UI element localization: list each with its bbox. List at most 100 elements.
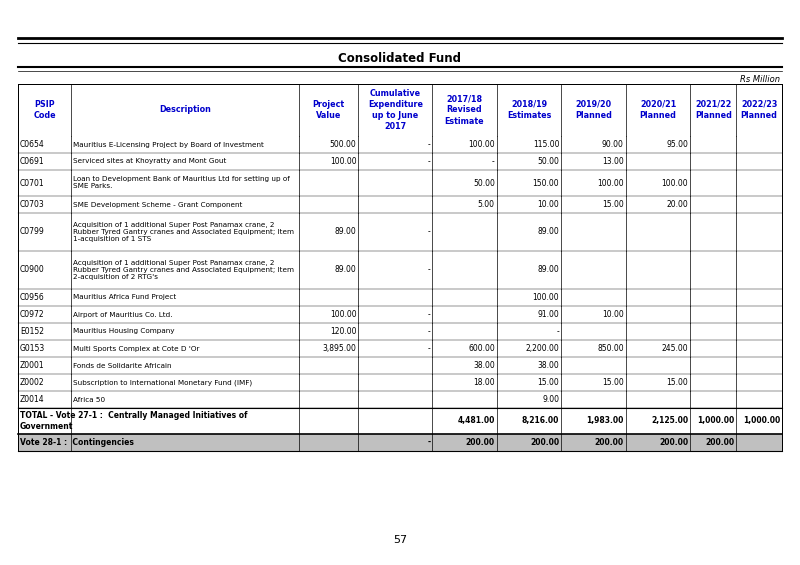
Text: 1,000.00: 1,000.00 xyxy=(742,416,780,425)
Text: 15.00: 15.00 xyxy=(666,378,688,387)
Text: 3,895.00: 3,895.00 xyxy=(322,344,357,353)
Text: 100.00: 100.00 xyxy=(468,140,494,149)
Text: Description: Description xyxy=(159,106,211,115)
Text: 100.00: 100.00 xyxy=(533,293,559,302)
Text: 91.00: 91.00 xyxy=(538,310,559,319)
Text: -: - xyxy=(557,327,559,336)
Text: 50.00: 50.00 xyxy=(473,179,494,188)
Text: 200.00: 200.00 xyxy=(659,438,688,447)
Text: Cumulative
Expenditure
up to June
2017: Cumulative Expenditure up to June 2017 xyxy=(368,89,423,131)
Text: 850.00: 850.00 xyxy=(597,344,624,353)
Text: C0701: C0701 xyxy=(20,179,45,188)
Text: TOTAL - Vote 27-1 :  Centrally Managed Initiatives of
Government: TOTAL - Vote 27-1 : Centrally Managed In… xyxy=(20,411,247,431)
Text: Mauritius Housing Company: Mauritius Housing Company xyxy=(74,328,175,334)
Bar xyxy=(18,323,782,340)
Text: C0799: C0799 xyxy=(20,228,45,237)
Text: 4,481.00: 4,481.00 xyxy=(458,416,494,425)
Text: 150.00: 150.00 xyxy=(533,179,559,188)
Text: 18.00: 18.00 xyxy=(473,378,494,387)
Text: SME Development Scheme - Grant Component: SME Development Scheme - Grant Component xyxy=(74,202,243,207)
Text: 90.00: 90.00 xyxy=(602,140,624,149)
Text: 13.00: 13.00 xyxy=(602,157,624,166)
Text: 200.00: 200.00 xyxy=(705,438,734,447)
Text: 10.00: 10.00 xyxy=(602,310,624,319)
Text: Acquisition of 1 additional Super Post Panamax crane, 2
Rubber Tyred Gantry cran: Acquisition of 1 additional Super Post P… xyxy=(74,260,294,280)
Text: -: - xyxy=(427,140,430,149)
Text: C0900: C0900 xyxy=(20,266,45,275)
Bar xyxy=(18,391,782,408)
Text: 100.00: 100.00 xyxy=(330,157,357,166)
Text: 57: 57 xyxy=(393,535,407,545)
Text: 100.00: 100.00 xyxy=(597,179,624,188)
Text: Mauritius Africa Fund Project: Mauritius Africa Fund Project xyxy=(74,294,177,301)
Bar xyxy=(18,289,782,306)
Bar xyxy=(18,153,782,170)
Text: Airport of Mauritius Co. Ltd.: Airport of Mauritius Co. Ltd. xyxy=(74,311,173,318)
Text: 50.00: 50.00 xyxy=(538,157,559,166)
Text: 2,200.00: 2,200.00 xyxy=(526,344,559,353)
Text: 89.00: 89.00 xyxy=(538,266,559,275)
Text: 2022/23
Planned: 2022/23 Planned xyxy=(741,100,778,120)
Text: 2,125.00: 2,125.00 xyxy=(651,416,688,425)
Bar xyxy=(18,357,782,374)
Text: 8,216.00: 8,216.00 xyxy=(522,416,559,425)
Text: Consolidated Fund: Consolidated Fund xyxy=(338,51,462,64)
Bar xyxy=(18,251,782,289)
Text: Z0001: Z0001 xyxy=(20,361,45,370)
Bar xyxy=(18,306,782,323)
Text: C0956: C0956 xyxy=(20,293,45,302)
Text: 2017/18
Revised
Estimate: 2017/18 Revised Estimate xyxy=(445,94,484,125)
Bar xyxy=(18,340,782,357)
Text: 15.00: 15.00 xyxy=(602,200,624,209)
Text: 600.00: 600.00 xyxy=(468,344,494,353)
Text: 95.00: 95.00 xyxy=(666,140,688,149)
Text: Multi Sports Complex at Cote D 'Or: Multi Sports Complex at Cote D 'Or xyxy=(74,346,200,351)
Text: -: - xyxy=(427,327,430,336)
Text: 2020/21
Planned: 2020/21 Planned xyxy=(640,100,677,120)
Text: 100.00: 100.00 xyxy=(330,310,357,319)
Text: 15.00: 15.00 xyxy=(538,378,559,387)
Text: -: - xyxy=(427,344,430,353)
Text: Mauritius E-Licensing Project by Board of Investment: Mauritius E-Licensing Project by Board o… xyxy=(74,141,264,147)
Text: 245.00: 245.00 xyxy=(662,344,688,353)
Text: Serviced sites at Khoyratty and Mont Gout: Serviced sites at Khoyratty and Mont Gou… xyxy=(74,159,227,164)
Bar xyxy=(18,374,782,391)
Text: -: - xyxy=(427,228,430,237)
Text: 89.00: 89.00 xyxy=(538,228,559,237)
Text: -: - xyxy=(427,438,430,447)
Text: 89.00: 89.00 xyxy=(334,228,357,237)
Text: 100.00: 100.00 xyxy=(662,179,688,188)
Text: Fonds de Solidarite Africain: Fonds de Solidarite Africain xyxy=(74,363,172,368)
Text: -: - xyxy=(492,157,494,166)
Bar xyxy=(18,136,782,153)
Text: 2018/19
Estimates: 2018/19 Estimates xyxy=(507,100,551,120)
Text: C0691: C0691 xyxy=(20,157,45,166)
Text: -: - xyxy=(427,266,430,275)
Text: Vote 28-1 :  Contingencies: Vote 28-1 : Contingencies xyxy=(20,438,134,447)
Text: 38.00: 38.00 xyxy=(473,361,494,370)
Bar xyxy=(18,84,782,136)
Bar xyxy=(18,434,782,451)
Text: 115.00: 115.00 xyxy=(533,140,559,149)
Text: C0972: C0972 xyxy=(20,310,45,319)
Bar xyxy=(18,170,782,196)
Text: Z0014: Z0014 xyxy=(20,395,45,404)
Text: Subscription to International Monetary Fund (IMF): Subscription to International Monetary F… xyxy=(74,379,253,386)
Text: 1,983.00: 1,983.00 xyxy=(586,416,624,425)
Text: 9.00: 9.00 xyxy=(542,395,559,404)
Text: Rs Million: Rs Million xyxy=(740,76,780,85)
Text: 200.00: 200.00 xyxy=(530,438,559,447)
Bar xyxy=(18,213,782,251)
Text: 2019/20
Planned: 2019/20 Planned xyxy=(575,100,612,120)
Text: 10.00: 10.00 xyxy=(538,200,559,209)
Text: Z0002: Z0002 xyxy=(20,378,45,387)
Text: 2021/22
Planned: 2021/22 Planned xyxy=(695,100,732,120)
Bar xyxy=(18,408,782,434)
Text: C0703: C0703 xyxy=(20,200,45,209)
Text: Project
Value: Project Value xyxy=(313,100,345,120)
Text: 38.00: 38.00 xyxy=(538,361,559,370)
Bar xyxy=(18,196,782,213)
Text: 15.00: 15.00 xyxy=(602,378,624,387)
Text: PSIP
Code: PSIP Code xyxy=(34,100,56,120)
Text: 200.00: 200.00 xyxy=(594,438,624,447)
